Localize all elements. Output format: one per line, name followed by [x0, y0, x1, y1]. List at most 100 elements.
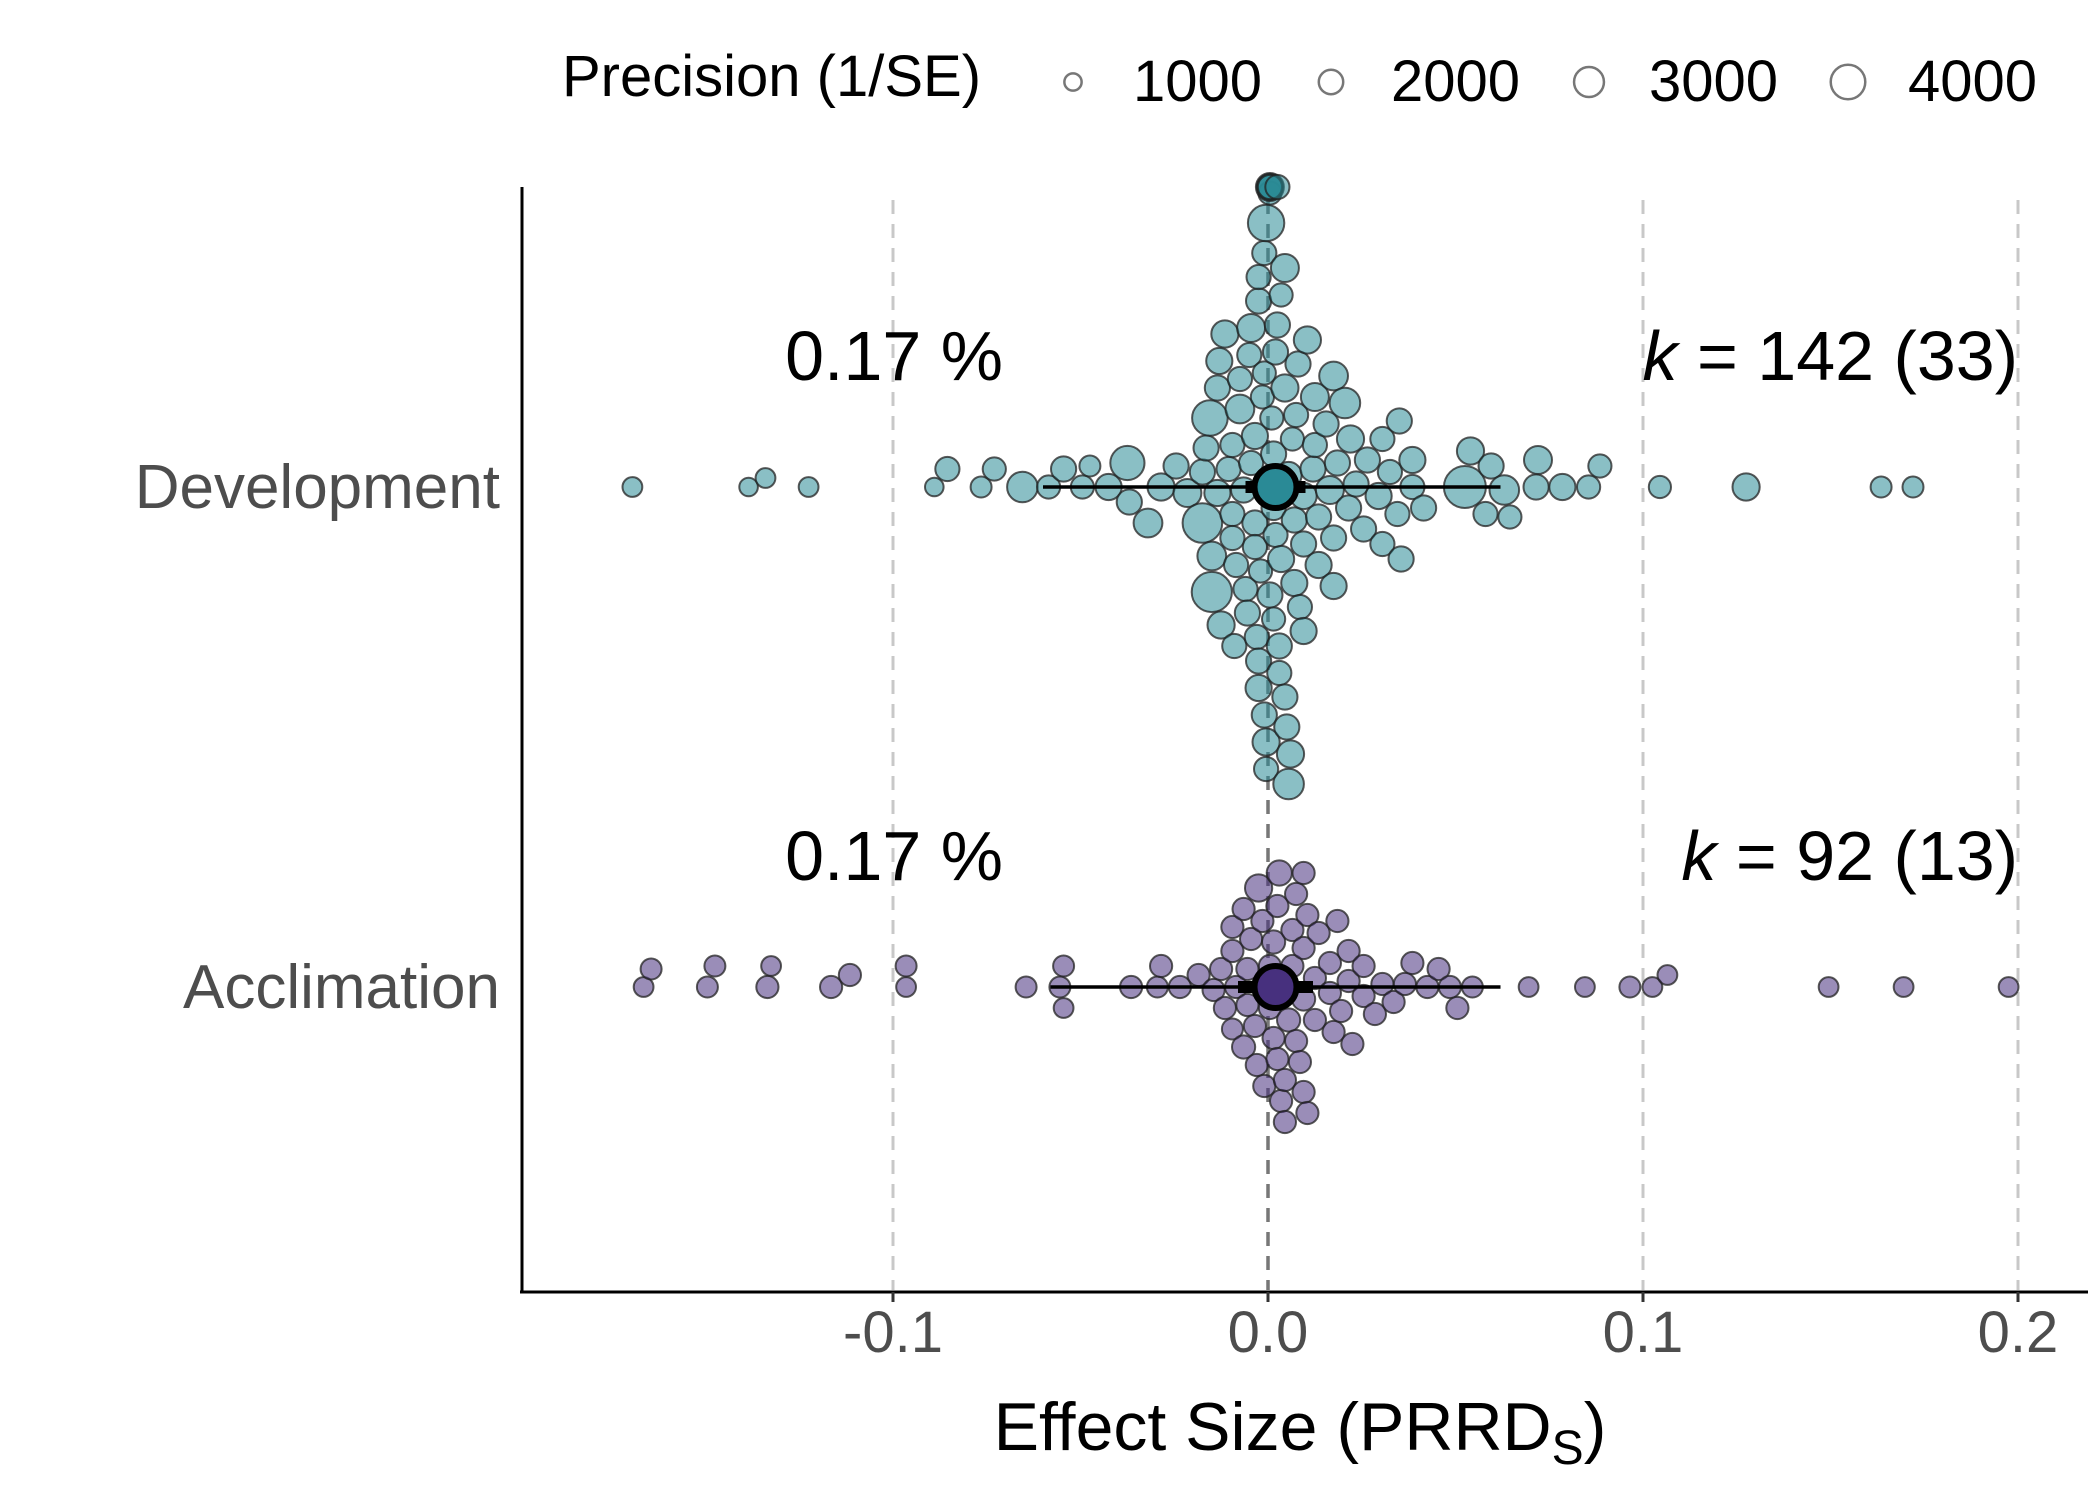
- development-effect-point-110: [1472, 500, 1499, 528]
- development-effect-point-116: [1548, 472, 1577, 502]
- development-effect-point-103: [1289, 616, 1318, 646]
- legend-title: Precision (1/SE): [562, 44, 981, 109]
- development-effect-point-29: [1191, 399, 1229, 437]
- development-effect-point-21: [1203, 478, 1232, 508]
- development-effect-point-36: [1267, 544, 1296, 574]
- acclimation-effect-point-2: [695, 975, 719, 999]
- development-effect-point-132: [1264, 173, 1291, 201]
- development-effect-point-100: [1364, 481, 1393, 511]
- acclimation-effect-point-62: [1265, 1046, 1290, 1072]
- development-effect-point-119: [1647, 474, 1673, 500]
- development-effect-point-6: [969, 475, 993, 499]
- development-effect-point-10: [1050, 455, 1078, 483]
- acclimation-effect-point-52: [1445, 995, 1470, 1021]
- development-effect-point-32: [1224, 393, 1256, 425]
- legend-label-4000: 4000: [1908, 49, 2037, 114]
- development-mean-estimate: [1251, 463, 1300, 511]
- data-points: Development Acclimation: [135, 172, 2020, 1135]
- development-effect-point-129: [1253, 755, 1280, 783]
- development-effect-point-26: [1196, 540, 1228, 572]
- development-effect-point-95: [1369, 530, 1396, 558]
- development-effect-point-138: [1226, 365, 1254, 393]
- acclimation-effect-point-58: [1656, 964, 1679, 986]
- development-effect-point-14: [1115, 488, 1143, 516]
- acclimation-effect-point-75: [1265, 893, 1290, 919]
- development-effect-point-136: [1283, 401, 1310, 429]
- development-effect-point-3: [797, 476, 820, 498]
- development-effect-point-41: [1265, 632, 1293, 660]
- acclimation-effect-point-66: [1317, 950, 1343, 976]
- development-effect-point-50: [1205, 346, 1234, 376]
- development-effect-point-97: [1299, 382, 1330, 412]
- acclimation-effect-point-25: [1244, 873, 1274, 903]
- development-effect-point-46: [1268, 282, 1294, 308]
- acclimation-effect-point-6: [819, 974, 844, 1000]
- acclimation-effect-point-80: [1284, 881, 1309, 907]
- development-effect-point-96: [1384, 500, 1411, 528]
- acclimation-effect-point-60: [1892, 976, 1915, 998]
- development-effect-point-33: [1238, 449, 1265, 477]
- acclimation-effect-point-7: [837, 962, 863, 988]
- legend-size-circle-4000: [1829, 63, 1867, 101]
- acclimation-mean-estimate: [1251, 963, 1300, 1011]
- development-effect-point-111: [1477, 452, 1505, 480]
- development-effect-point-0: [621, 476, 644, 498]
- development-effect-point-39: [1263, 311, 1292, 339]
- development-effect-point-89: [1410, 494, 1438, 522]
- acclimation-k-count: = 92: [1736, 817, 1894, 895]
- acclimation-effect-point-22: [1231, 1034, 1257, 1060]
- development-k-studies: (33): [1894, 317, 2018, 395]
- x-axis-title-main: Effect Size (PRRD: [994, 1389, 1552, 1465]
- development-effect-point-113: [1497, 504, 1523, 530]
- development-effect-point-22: [1219, 500, 1246, 528]
- acclimation-effect-point-16: [1149, 953, 1174, 979]
- development-effect-point-74: [1245, 263, 1272, 291]
- development-effect-point-134: [1261, 606, 1287, 632]
- summary-estimates: [1043, 463, 1501, 1011]
- development-effect-point-78: [1292, 325, 1323, 355]
- development-effect-point-87: [1387, 545, 1415, 573]
- development-effect-point-35: [1256, 581, 1284, 609]
- acclimation-effect-point-23: [1231, 896, 1256, 922]
- development-effect-point-4: [924, 476, 945, 498]
- legend: Precision (1/SE) 1000 2000 3000 4000: [562, 44, 2037, 114]
- acclimation-effect-point-56: [1618, 975, 1642, 999]
- acclimation-effect-point-27: [1220, 914, 1245, 940]
- acclimation-effect-point-48: [1400, 950, 1425, 976]
- development-effect-point-47: [1251, 360, 1277, 386]
- acclimation-effect-point-57: [1641, 976, 1664, 998]
- acclimation-effect-point-71: [1321, 1019, 1346, 1045]
- acclimation-effect-point-74: [1280, 917, 1305, 943]
- development-effect-point-82: [1328, 386, 1362, 420]
- development-effect-point-61: [1275, 739, 1306, 769]
- development-percent-label: 0.17 %: [785, 317, 1003, 395]
- acclimation-k-studies: (13): [1894, 817, 2018, 895]
- acclimation-effect-point-69: [1291, 1079, 1316, 1105]
- development-effect-point-79: [1305, 503, 1333, 531]
- acclimation-effect-point-32: [1276, 1007, 1302, 1033]
- legend-size-circle-1000: [1063, 72, 1083, 92]
- acclimation-effect-point-76: [1244, 1052, 1269, 1078]
- acclimation-effect-point-31: [1265, 859, 1293, 887]
- acclimation-effect-point-24: [1242, 1013, 1268, 1039]
- acclimation-effect-point-87: [1295, 1100, 1320, 1126]
- x-tick-label-3: 0.2: [1978, 1300, 2059, 1365]
- acclimation-effect-point-86: [1325, 908, 1350, 934]
- development-effect-point-118: [1587, 453, 1613, 479]
- development-effect-point-7: [981, 456, 1007, 482]
- development-effect-point-71: [1244, 673, 1273, 703]
- development-effect-point-130: [1266, 659, 1293, 687]
- development-effect-point-62: [1261, 338, 1290, 366]
- legend-label-2000: 2000: [1391, 49, 1520, 114]
- development-effect-point-18: [1162, 452, 1190, 480]
- legend-label-1000: 1000: [1133, 49, 1262, 114]
- acclimation-effect-point-68: [1351, 953, 1376, 979]
- development-effect-point-5: [934, 455, 961, 483]
- acclimation-effect-point-20: [1209, 956, 1234, 982]
- acclimation-effect-point-85: [1250, 908, 1275, 934]
- development-effect-point-52: [1233, 599, 1262, 627]
- development-k-count: = 142: [1697, 317, 1894, 395]
- development-effect-point-8: [1006, 470, 1039, 504]
- acclimation-effect-point-37: [1284, 1028, 1309, 1054]
